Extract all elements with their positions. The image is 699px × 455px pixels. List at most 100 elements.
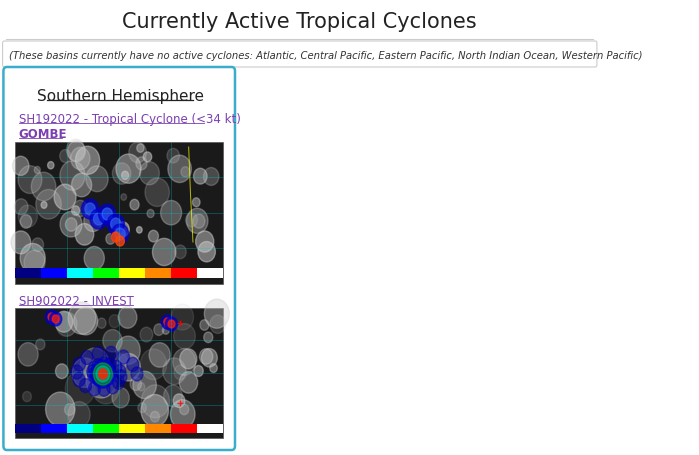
Bar bbox=[145, 268, 171, 278]
Circle shape bbox=[203, 332, 212, 343]
Circle shape bbox=[92, 359, 104, 373]
Circle shape bbox=[116, 155, 141, 184]
Circle shape bbox=[73, 373, 85, 387]
Circle shape bbox=[71, 365, 82, 379]
Circle shape bbox=[175, 246, 186, 259]
Bar bbox=[15, 308, 223, 438]
Circle shape bbox=[137, 145, 144, 153]
Circle shape bbox=[66, 140, 85, 161]
Circle shape bbox=[114, 364, 126, 379]
Circle shape bbox=[106, 234, 115, 245]
Circle shape bbox=[164, 318, 171, 326]
Circle shape bbox=[200, 320, 209, 330]
Circle shape bbox=[20, 244, 45, 273]
Circle shape bbox=[154, 324, 164, 336]
Circle shape bbox=[145, 179, 169, 207]
Circle shape bbox=[199, 349, 212, 364]
Bar bbox=[197, 424, 223, 433]
Circle shape bbox=[147, 210, 154, 218]
Circle shape bbox=[13, 157, 29, 176]
FancyBboxPatch shape bbox=[3, 68, 235, 450]
Circle shape bbox=[171, 400, 195, 429]
Circle shape bbox=[210, 364, 217, 373]
Text: Currently Active Tropical Cyclones: Currently Active Tropical Cyclones bbox=[122, 12, 477, 32]
Circle shape bbox=[131, 367, 143, 381]
Circle shape bbox=[115, 228, 125, 241]
Circle shape bbox=[94, 213, 103, 226]
Circle shape bbox=[85, 203, 95, 216]
Circle shape bbox=[127, 358, 139, 372]
Circle shape bbox=[143, 152, 152, 162]
Circle shape bbox=[194, 366, 203, 377]
Circle shape bbox=[55, 364, 69, 379]
Circle shape bbox=[89, 382, 101, 396]
Circle shape bbox=[22, 392, 31, 402]
Circle shape bbox=[75, 224, 94, 246]
Circle shape bbox=[168, 156, 192, 183]
Circle shape bbox=[36, 339, 45, 350]
Circle shape bbox=[98, 382, 110, 396]
Circle shape bbox=[24, 251, 45, 275]
Circle shape bbox=[110, 360, 122, 374]
Circle shape bbox=[73, 357, 85, 371]
Bar bbox=[197, 268, 223, 278]
Circle shape bbox=[115, 354, 127, 369]
Text: SH902022 - INVEST: SH902022 - INVEST bbox=[19, 295, 134, 308]
Circle shape bbox=[92, 347, 104, 361]
Circle shape bbox=[66, 218, 77, 232]
Circle shape bbox=[140, 162, 159, 185]
Circle shape bbox=[117, 350, 129, 364]
Circle shape bbox=[166, 317, 178, 331]
Circle shape bbox=[99, 367, 110, 381]
Circle shape bbox=[96, 366, 110, 382]
Circle shape bbox=[179, 372, 198, 393]
Circle shape bbox=[89, 370, 102, 384]
Circle shape bbox=[107, 214, 124, 234]
Circle shape bbox=[93, 371, 105, 385]
Circle shape bbox=[99, 369, 111, 383]
Circle shape bbox=[41, 202, 47, 209]
Circle shape bbox=[115, 370, 127, 384]
Circle shape bbox=[173, 349, 196, 375]
FancyBboxPatch shape bbox=[3, 42, 597, 68]
Circle shape bbox=[98, 358, 110, 371]
Circle shape bbox=[87, 365, 99, 379]
Circle shape bbox=[121, 194, 127, 201]
Circle shape bbox=[14, 199, 28, 215]
Circle shape bbox=[81, 351, 93, 365]
Circle shape bbox=[99, 369, 107, 379]
Circle shape bbox=[163, 358, 186, 385]
Circle shape bbox=[20, 215, 31, 229]
Circle shape bbox=[117, 354, 140, 381]
Circle shape bbox=[152, 239, 176, 266]
Bar bbox=[120, 268, 145, 278]
Circle shape bbox=[173, 324, 195, 349]
Circle shape bbox=[111, 224, 129, 244]
Bar bbox=[41, 268, 67, 278]
Bar bbox=[15, 143, 223, 284]
Circle shape bbox=[122, 172, 129, 180]
Circle shape bbox=[86, 363, 117, 398]
Text: SH192022 - Tropical Cyclone (<34 kt): SH192022 - Tropical Cyclone (<34 kt) bbox=[19, 113, 240, 126]
Circle shape bbox=[94, 363, 113, 385]
Circle shape bbox=[171, 304, 194, 330]
Circle shape bbox=[59, 150, 71, 163]
Circle shape bbox=[65, 371, 95, 406]
Circle shape bbox=[99, 205, 116, 224]
Circle shape bbox=[82, 200, 99, 219]
Circle shape bbox=[31, 173, 56, 202]
Circle shape bbox=[84, 211, 102, 232]
Circle shape bbox=[138, 403, 146, 413]
Circle shape bbox=[198, 242, 215, 262]
Circle shape bbox=[18, 206, 37, 228]
Circle shape bbox=[201, 349, 217, 367]
Circle shape bbox=[109, 315, 120, 328]
Circle shape bbox=[84, 247, 104, 270]
Bar bbox=[41, 424, 67, 433]
Circle shape bbox=[50, 312, 62, 326]
Circle shape bbox=[149, 343, 170, 367]
Circle shape bbox=[168, 320, 175, 328]
Circle shape bbox=[192, 198, 200, 207]
Circle shape bbox=[204, 299, 229, 329]
Circle shape bbox=[136, 227, 142, 233]
